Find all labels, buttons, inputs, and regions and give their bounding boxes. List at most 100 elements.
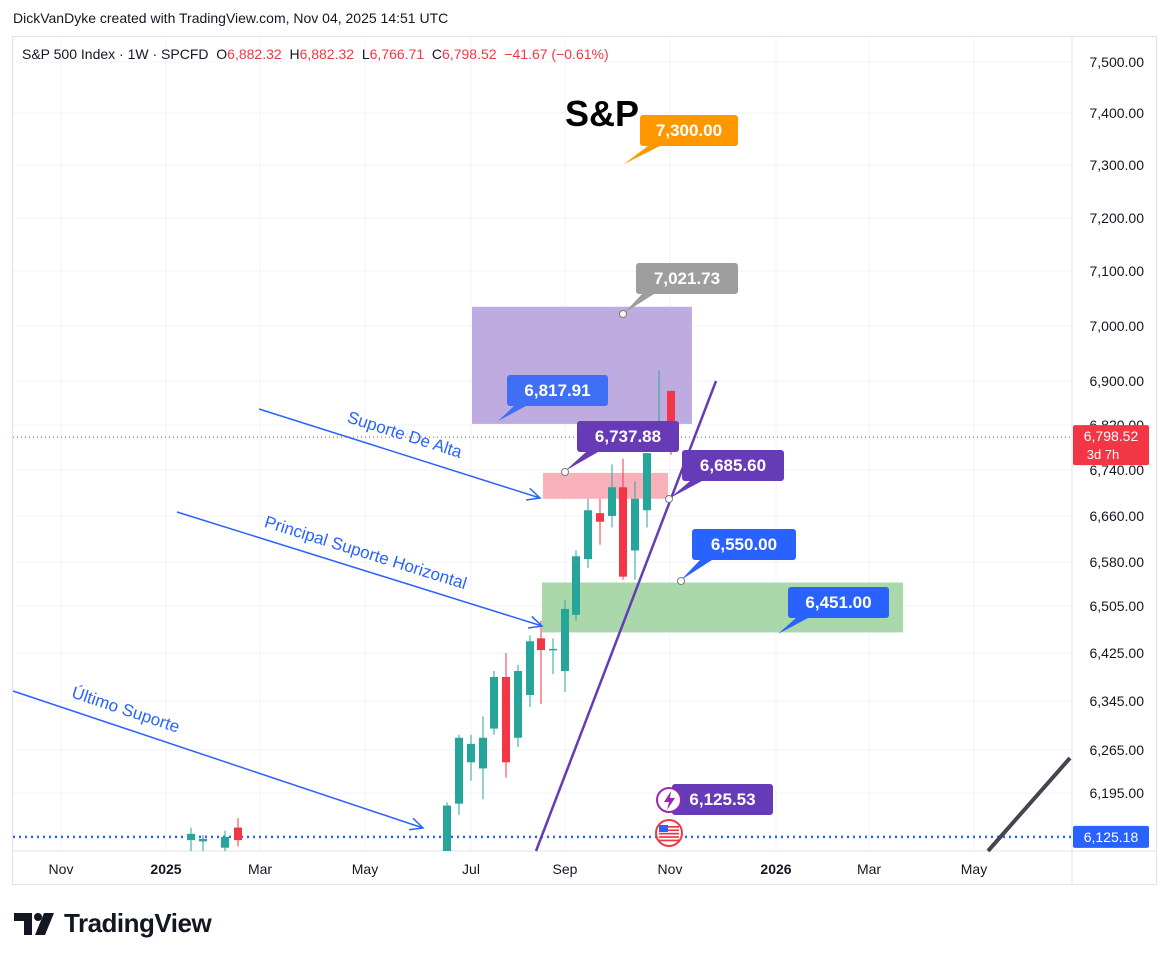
change-value: −41.67 (−0.61%) — [504, 46, 609, 62]
price-tick-label: 7,200.00 — [1090, 210, 1145, 226]
support-label-anchor — [677, 577, 685, 585]
candle-up — [526, 641, 534, 695]
high-target-label-tail — [624, 294, 654, 313]
candle-down — [234, 827, 242, 841]
us-flag-icon — [655, 819, 683, 847]
price-tick-label: 7,100.00 — [1090, 263, 1145, 279]
price-axis: 7,500.00 7,400.00 7,300.00 7,200.00 7,100.00… — [1090, 54, 1145, 801]
close-key: C — [431, 46, 443, 62]
us-flag-stripe — [659, 829, 679, 832]
annotation-text: Suporte De Alta — [345, 408, 465, 462]
candle-down — [596, 513, 604, 522]
countdown-value: 3d 7h — [1087, 447, 1120, 462]
trendline-label-box — [682, 450, 784, 481]
time-tick-label: Nov — [49, 861, 74, 877]
us-flag-stripe — [659, 826, 679, 828]
us-flag-stripe — [659, 839, 679, 842]
grid — [13, 37, 1157, 885]
event-label: 6,125.53 — [689, 790, 755, 809]
price-tick-label: 7,500.00 — [1090, 54, 1145, 70]
arrow-ultimo-suporte-head — [409, 817, 425, 831]
support-label-tail — [681, 560, 712, 580]
alta-label-anchor — [561, 468, 569, 476]
us-flag-canton — [659, 825, 668, 832]
candle-down — [502, 677, 510, 763]
support-price-value: 6,125.18 — [1084, 829, 1139, 845]
low-key: L — [361, 46, 370, 62]
price-tick-label: 6,580.00 — [1090, 554, 1145, 570]
alta-label: 6,737.88 — [595, 427, 661, 446]
candle-up — [443, 805, 451, 851]
us-flag-stripe — [659, 832, 679, 835]
price-tick-label: 6,660.00 — [1090, 508, 1145, 524]
chart-attribution: DickVanDyke created with TradingView.com… — [13, 10, 449, 26]
close-value: 6,798.52 — [442, 46, 497, 62]
support-label-box — [692, 529, 796, 560]
candle-up — [479, 737, 487, 769]
trendline-label-tail — [670, 481, 702, 498]
gray-trendline — [986, 756, 1072, 853]
time-tick-label: 2026 — [760, 861, 791, 877]
symbol-label: S&P 500 Index · 1W · SPCFD — [22, 46, 209, 62]
price-tick-label: 6,505.00 — [1090, 598, 1145, 614]
candle-up — [455, 737, 463, 804]
arrow-ultimo-suporte — [12, 690, 424, 829]
support-bottom-label-tail — [778, 618, 808, 634]
zone-top-label: 6,817.91 — [524, 381, 590, 400]
alta-label-tail — [565, 452, 598, 471]
time-tick-label: Mar — [248, 861, 272, 877]
time-tick-label: Nov — [658, 861, 683, 877]
candle-up — [187, 833, 195, 841]
candle-up — [561, 608, 569, 671]
target-label-tail — [624, 146, 660, 164]
candle-up — [490, 677, 498, 729]
candle-up — [608, 487, 616, 516]
candle-up — [467, 743, 475, 763]
open-value: 6,882.32 — [227, 46, 282, 62]
candle-up — [631, 498, 639, 551]
current-price-tag — [1073, 425, 1149, 466]
price-axis-tags: 6,798.52 3d 7h 6,125.18 — [1073, 425, 1149, 848]
price-tick-label: 6,345.00 — [1090, 693, 1145, 709]
chart-title: S&P — [565, 93, 639, 134]
support-bottom-label-box — [788, 587, 889, 618]
candle-up — [549, 648, 557, 651]
target-label-box — [640, 115, 738, 146]
candles — [187, 370, 675, 851]
candle-down — [667, 390, 675, 437]
chart-frame — [12, 36, 1157, 885]
brand-name: TradingView — [64, 908, 212, 938]
candle-up — [572, 556, 580, 615]
time-tick-label: May — [352, 861, 378, 877]
price-tick-label: 7,400.00 — [1090, 105, 1145, 121]
time-tick-label: Sep — [553, 861, 578, 877]
lightning-icon-bolt — [664, 791, 675, 810]
time-tick-label: May — [961, 861, 987, 877]
price-tick-label: 7,000.00 — [1090, 318, 1145, 334]
zone-top-label-tail — [498, 406, 526, 421]
candle-up — [221, 837, 229, 848]
high-value: 6,882.32 — [299, 46, 355, 62]
tradingview-icon — [14, 912, 54, 935]
price-tick-label: 7,300.00 — [1090, 157, 1145, 173]
high-key: H — [289, 46, 300, 62]
trendline-label: 6,685.60 — [700, 456, 766, 475]
high-target-label: 7,021.73 — [654, 269, 720, 288]
open-key: O — [216, 46, 228, 62]
candle-up — [199, 838, 207, 842]
price-labels: 7,300.00 7,021.73 6,817.91 6,737.88 6,685.60… — [498, 115, 889, 815]
support-bottom-label: 6,451.00 — [805, 593, 871, 612]
support-label: 6,550.00 — [711, 535, 777, 554]
time-tick-label: 2025 — [150, 861, 181, 877]
support-price-tag — [1073, 825, 1149, 848]
candle-up — [584, 510, 592, 560]
price-tick-label: 6,425.00 — [1090, 645, 1145, 661]
price-tick-label: 6,265.00 — [1090, 742, 1145, 758]
ohlc-legend: S&P 500 Index · 1W · SPCFD O6,882.32 H6,… — [22, 46, 609, 62]
tradingview-logo[interactable]: TradingView — [14, 908, 212, 939]
candle-down — [619, 487, 627, 577]
arrow-principal-suporte — [176, 511, 543, 627]
time-tick-label: Mar — [857, 861, 881, 877]
candle-down — [537, 638, 545, 651]
